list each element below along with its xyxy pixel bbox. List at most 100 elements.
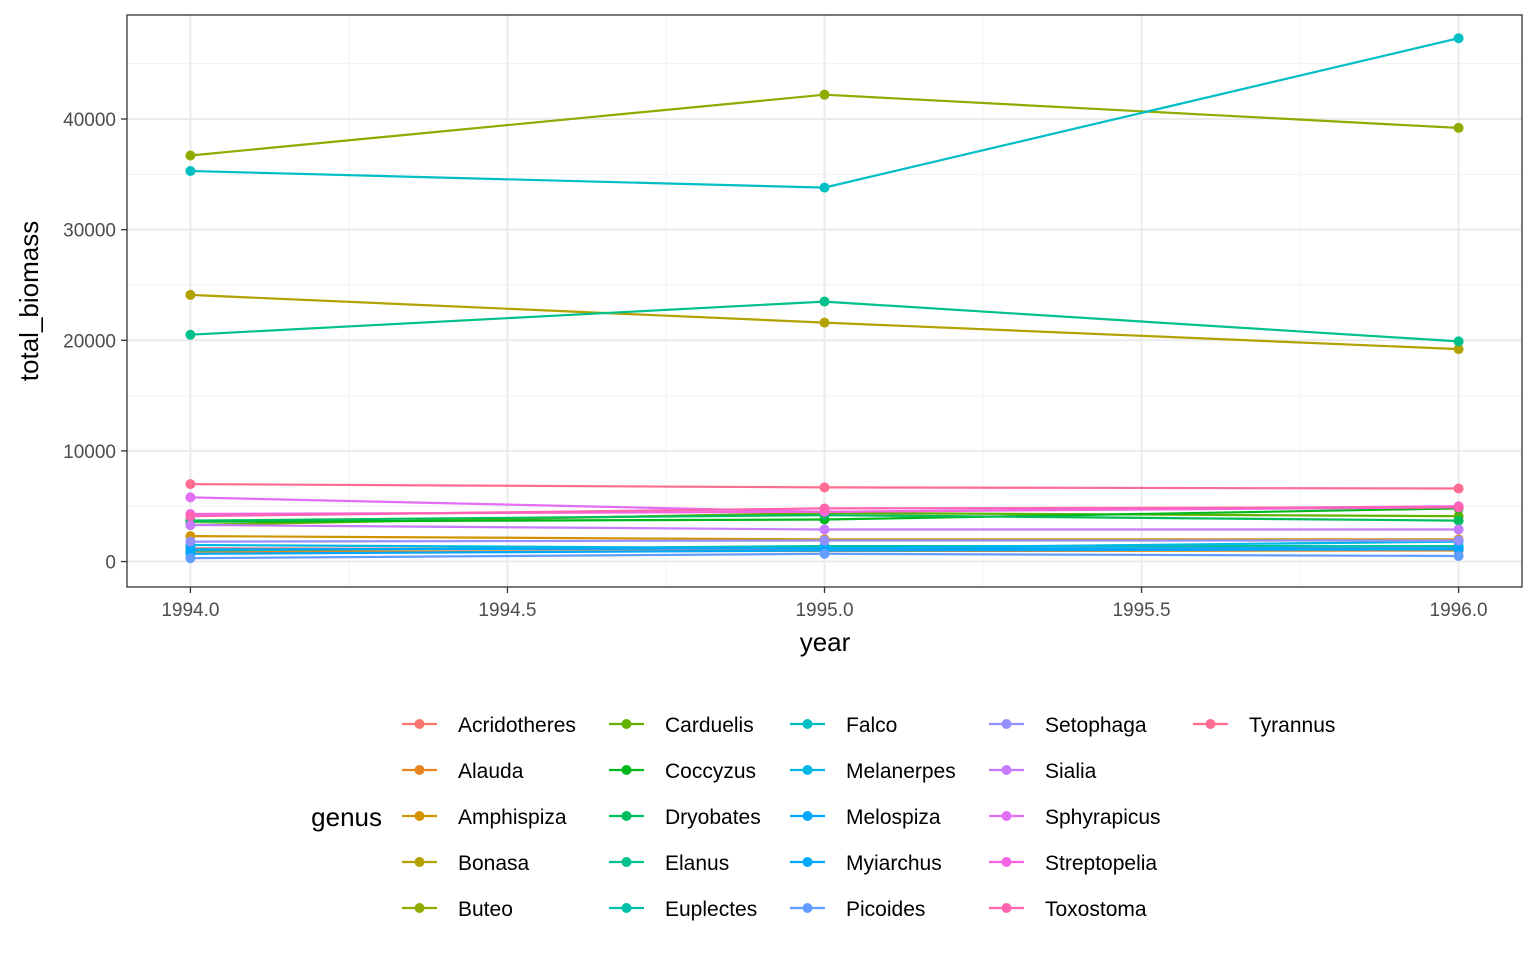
legend-key-point (414, 903, 425, 913)
legend-key-point (1205, 719, 1216, 729)
y-tick-label: 0 (105, 553, 116, 574)
legend-label: Streptopelia (1045, 852, 1157, 875)
data-point-falco (185, 166, 196, 176)
plot-panel (126, 14, 1523, 588)
data-point-falco (1453, 33, 1464, 44)
legend-item: Tyrannus (1193, 714, 1335, 737)
legend-item: Acridotheres (402, 714, 576, 737)
data-point-myiarchus (1453, 543, 1464, 554)
data-point-sphyrapicus (185, 492, 196, 503)
legend-key-point (802, 811, 813, 821)
legend-item: Falco (790, 714, 897, 737)
data-point-setophaga (819, 535, 830, 546)
legend-label: Sialia (1045, 760, 1097, 783)
legend-item: Sialia (989, 760, 1097, 783)
y-axis-ticks: 0 10000 20000 30000 40000 (63, 110, 127, 574)
legend-item: Setophaga (989, 714, 1147, 737)
legend-label: Myiarchus (846, 852, 942, 875)
legend-key-point (1001, 857, 1012, 867)
data-point-bonasa (185, 289, 196, 300)
legend-label: Dryobates (665, 806, 761, 829)
data-point-myiarchus (185, 544, 196, 555)
legend-label: Amphispiza (458, 806, 567, 829)
legend-item: Buteo (402, 898, 513, 921)
legend-key-point (802, 857, 813, 867)
legend-label: Euplectes (665, 898, 757, 921)
legend-key-point (802, 719, 813, 729)
legend: Acridotheres Alauda Amphispiza Bonasa Buteo C… (402, 714, 1335, 921)
legend-key-point (802, 903, 813, 913)
legend-item: Streptopelia (989, 852, 1157, 875)
legend-label: Tyrannus (1249, 714, 1335, 737)
data-point-sialia (1453, 524, 1464, 535)
legend-label: Alauda (458, 760, 524, 783)
x-tick-label: 1994.0 (161, 600, 219, 621)
legend-item: Sphyrapicus (989, 806, 1161, 829)
y-tick-label: 30000 (63, 221, 116, 242)
legend-label: Sphyrapicus (1045, 806, 1161, 829)
legend-key-point (621, 765, 632, 775)
data-point-picoides (819, 548, 830, 559)
legend-item: Coccyzus (609, 760, 756, 783)
legend-key-point (414, 719, 425, 729)
legend-item: Myiarchus (790, 852, 942, 875)
legend-title: genus (311, 802, 382, 832)
y-tick-label: 20000 (63, 331, 116, 352)
data-point-buteo (185, 150, 196, 161)
legend-label: Acridotheres (458, 714, 576, 737)
data-point-toxostoma (819, 503, 830, 514)
legend-label: Toxostoma (1045, 898, 1147, 921)
legend-key-point (1001, 719, 1012, 729)
data-point-toxostoma (1453, 502, 1464, 513)
data-point-bonasa (1453, 344, 1464, 355)
legend-label: Elanus (665, 852, 729, 875)
legend-item: Alauda (402, 760, 524, 783)
legend-item: Picoides (790, 898, 925, 921)
legend-item: Melospiza (790, 806, 941, 829)
data-point-dryobates (1453, 515, 1464, 526)
legend-label: Picoides (846, 898, 925, 921)
data-point-buteo (1453, 122, 1464, 133)
data-point-toxostoma (185, 511, 196, 522)
legend-key-point (1001, 765, 1012, 775)
legend-item: Bonasa (402, 852, 530, 875)
data-point-buteo (819, 89, 830, 100)
legend-key-point (802, 765, 813, 775)
data-point-picoides (185, 553, 196, 564)
data-point-sialia (819, 524, 830, 535)
legend-label: Melanerpes (846, 760, 956, 783)
data-point-tyrannus (1453, 483, 1464, 494)
data-point-tyrannus (185, 479, 196, 490)
data-point-tyrannus (819, 482, 830, 493)
data-point-setophaga (1453, 535, 1464, 546)
legend-key-point (621, 903, 632, 913)
legend-key-point (621, 857, 632, 867)
legend-label: Coccyzus (665, 760, 756, 783)
x-tick-label: 1995.5 (1112, 600, 1170, 621)
legend-label: Setophaga (1045, 714, 1147, 737)
legend-key-point (1001, 811, 1012, 821)
legend-key-point (414, 765, 425, 775)
legend-key-point (414, 811, 425, 821)
legend-item: Dryobates (609, 806, 761, 829)
x-tick-label: 1995.0 (795, 600, 853, 621)
legend-item: Elanus (609, 852, 729, 875)
legend-key-point (414, 857, 425, 867)
data-point-picoides (1453, 551, 1464, 562)
legend-item: Carduelis (609, 714, 754, 737)
x-axis-label: year (800, 627, 851, 657)
data-point-falco (819, 182, 830, 193)
data-point-elanus (1453, 336, 1464, 347)
data-point-bonasa (819, 317, 830, 328)
data-point-sialia (185, 520, 196, 531)
data-point-elanus (185, 329, 196, 340)
x-tick-label: 1996.0 (1430, 600, 1488, 621)
legend-label: Carduelis (665, 714, 754, 737)
data-point-setophaga (185, 536, 196, 547)
legend-key-point (1001, 903, 1012, 913)
legend-key-point (621, 811, 632, 821)
y-tick-label: 10000 (63, 442, 116, 463)
data-point-elanus (819, 296, 830, 307)
